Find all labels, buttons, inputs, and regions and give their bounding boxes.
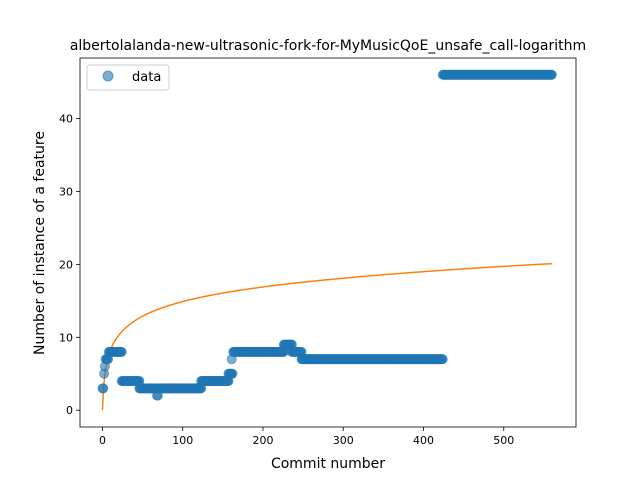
- y-axis-ticks: 0 10 20 30 40: [59, 113, 80, 417]
- plot-area: [79, 57, 577, 428]
- data-point: [437, 354, 448, 365]
- y-tick-label: 20: [59, 258, 73, 271]
- data-point: [546, 69, 557, 80]
- x-tick-label: 0: [99, 434, 106, 447]
- y-tick-label: 10: [59, 331, 73, 344]
- fit-line-layer: [101, 262, 552, 411]
- y-tick-label: 0: [66, 404, 73, 417]
- legend: data: [86, 64, 170, 91]
- chart-title: albertolalanda-new-ultrasonic-fork-for-M…: [70, 38, 586, 54]
- x-tick-label: 100: [172, 434, 193, 447]
- fit-line: [101, 262, 552, 411]
- y-tick-label: 40: [59, 113, 73, 126]
- data-points-layer: [97, 69, 557, 401]
- x-axis-ticks: 0 100 200 300 400 500: [99, 427, 514, 447]
- legend-marker-data: [102, 70, 114, 82]
- axes-frame: [79, 57, 577, 428]
- y-axis-label: Number of instance of a feature: [32, 131, 48, 355]
- x-axis-label: Commit number: [271, 456, 385, 472]
- x-tick-label: 300: [333, 434, 354, 447]
- data-point: [227, 368, 238, 379]
- x-tick-label: 400: [413, 434, 434, 447]
- legend-label-data: data: [132, 70, 161, 85]
- x-tick-label: 200: [252, 434, 273, 447]
- y-tick-label: 30: [59, 185, 73, 198]
- x-tick-label: 500: [493, 434, 514, 447]
- data-point: [98, 383, 109, 394]
- data-point: [116, 346, 127, 357]
